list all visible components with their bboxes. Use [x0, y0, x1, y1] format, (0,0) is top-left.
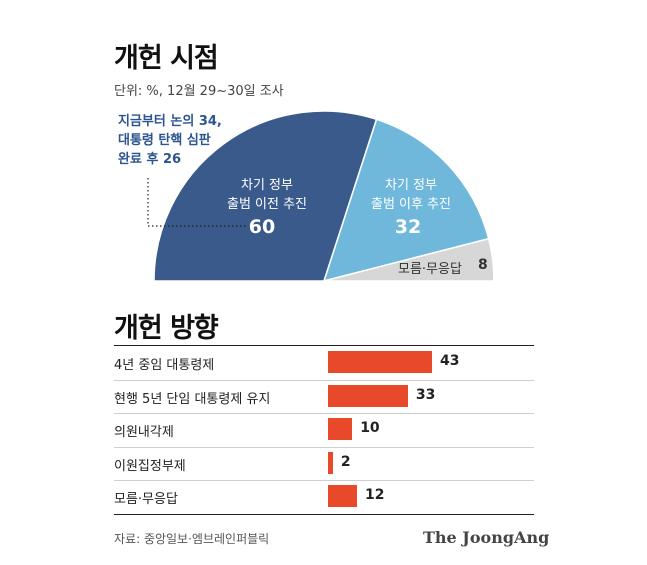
- half-pie-chart: [147, 110, 495, 283]
- slice-label-unknown: 모름·무응답: [398, 262, 462, 277]
- source-note: 자료: 중앙일보·엠브레인퍼블릭: [114, 532, 270, 546]
- bar-value-label: 33: [415, 386, 436, 403]
- slice-label-before: 차기 정부 출범 이전 추진: [202, 176, 332, 214]
- slice-after-release: [322, 118, 490, 283]
- slice-label-before-line1: 차기 정부: [241, 178, 293, 193]
- annotation-leader-line: [147, 178, 247, 227]
- bar-category-label: 모름·무응답: [114, 492, 178, 507]
- annotation-line1-suffix: ,: [216, 114, 222, 129]
- slice-value-after: 32: [394, 216, 422, 238]
- slice-value-before: 60: [248, 216, 276, 238]
- slice-before-release: [153, 110, 378, 282]
- bar: [328, 485, 358, 507]
- row-separator: [114, 413, 534, 414]
- row-separator: [114, 379, 534, 381]
- pie-subtitle: 단위: %, 12월 29~30일 조사: [114, 84, 284, 99]
- bar: [328, 418, 353, 440]
- annotation-line3-value: 26: [162, 152, 182, 167]
- slice-value-unknown: 8: [478, 257, 488, 273]
- slice-label-after: 차기 정부 출범 이후 추진: [346, 176, 476, 214]
- bar: [328, 351, 433, 373]
- bar-value-label: 12: [365, 487, 385, 503]
- bar-category-label: 이원집정부제: [114, 458, 186, 474]
- slice-label-before-line2: 출범 이전 추진: [226, 197, 308, 212]
- bar-value-label: 2: [340, 453, 351, 470]
- bar-top-rule: [114, 345, 534, 346]
- annotation-line1-value: 34: [198, 114, 217, 129]
- bar-category-label: 의원내각제: [114, 425, 174, 440]
- bar-value-label: 43: [440, 353, 460, 369]
- slice-unknown: [323, 237, 495, 282]
- joongang-logo: The JoongAng: [423, 528, 550, 547]
- row-separator: [114, 480, 534, 481]
- bar-bottom-rule: [114, 513, 534, 515]
- annotation-line2: 대통령 탄핵 심판: [118, 133, 211, 148]
- row-separator: [114, 446, 534, 448]
- slice-label-after-line2: 출범 이후 추진: [370, 197, 452, 212]
- slice-label-after-line1: 차기 정부: [385, 178, 437, 193]
- bar-value-label: 10: [360, 420, 380, 436]
- pie-annotation: 지금부터 논의 34, 대통령 탄핵 심판 완료 후 26: [118, 112, 222, 169]
- annotation-line1-text: 지금부터 논의: [118, 114, 199, 129]
- bar: [328, 384, 408, 407]
- bar-category-label: 4년 중임 대통령제: [114, 358, 215, 373]
- bar-category-label: 현행 5년 단임 대통령제 유지: [114, 391, 271, 407]
- pie-title: 개헌 시점: [114, 43, 219, 74]
- bar: [328, 451, 333, 474]
- bar-title: 개헌 방향: [114, 313, 219, 344]
- annotation-line3-text: 완료 후: [118, 152, 163, 167]
